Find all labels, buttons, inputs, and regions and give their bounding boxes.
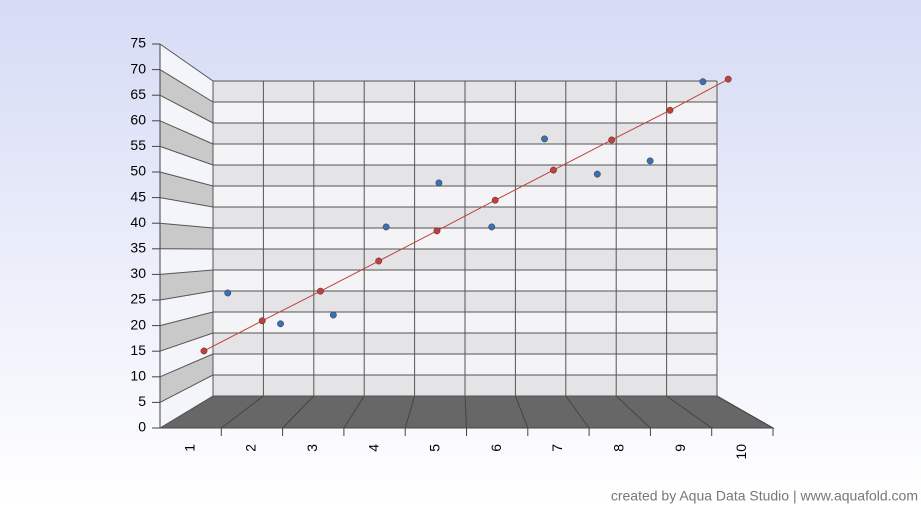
y-tick-label: 0 — [138, 419, 146, 435]
floor-line — [282, 395, 315, 429]
point — [435, 179, 443, 187]
left-wall-band — [160, 146, 213, 186]
left-wall-band — [160, 248, 213, 275]
credit: created by Aqua Data Studio | www.aquafo… — [611, 488, 918, 504]
left-wall-band — [160, 354, 213, 403]
x-tick-label: 6 — [488, 444, 504, 452]
y-tick-label: 70 — [130, 60, 146, 76]
point — [646, 157, 654, 165]
grid-line — [159, 222, 214, 229]
left-wall-band — [160, 375, 213, 428]
floor-line — [343, 395, 365, 429]
point — [550, 166, 557, 174]
point — [277, 320, 284, 328]
floor-line — [514, 395, 529, 429]
y-tick-label: 50 — [130, 163, 146, 179]
point — [488, 223, 496, 231]
floor-line — [464, 395, 467, 429]
grid-line — [159, 374, 214, 403]
grid-line — [159, 197, 214, 208]
point — [491, 196, 499, 204]
left-wall-band — [160, 333, 213, 377]
left-wall-band — [160, 312, 213, 352]
y-tick-label: 15 — [130, 342, 146, 358]
point — [200, 347, 208, 355]
grid-line — [159, 311, 214, 327]
left-wall-band — [160, 95, 213, 144]
x-tick-label: 9 — [672, 444, 688, 452]
y-tick-label: 20 — [130, 316, 146, 332]
floor-line — [716, 395, 774, 429]
point — [317, 287, 324, 295]
floor-line — [565, 395, 590, 429]
y-tick-label: 45 — [130, 188, 146, 204]
floor-line — [404, 395, 416, 429]
point — [224, 289, 232, 297]
left-wall-band — [160, 69, 213, 123]
left-wall-band — [160, 197, 213, 228]
y-tick-label: 75 — [130, 35, 146, 51]
grid-line — [159, 69, 214, 103]
grid-line — [159, 332, 214, 352]
point — [541, 135, 548, 143]
y-tick-label: 65 — [130, 86, 146, 102]
floor-line — [220, 395, 264, 429]
grid-line — [159, 120, 214, 145]
left-wall-band — [160, 44, 213, 102]
point — [433, 227, 441, 235]
x-tick-label: 2 — [243, 444, 259, 452]
point — [593, 170, 601, 178]
y-tick-label: 5 — [138, 393, 146, 409]
left-wall-band — [160, 120, 213, 165]
y-tick-label: 40 — [130, 214, 146, 230]
left-wall-band — [160, 291, 213, 326]
left-wall-band — [160, 172, 213, 207]
y-tick-label: 55 — [130, 137, 146, 153]
grid-line — [159, 171, 214, 187]
y-tick-label: 30 — [130, 265, 146, 281]
grid-line — [159, 395, 214, 429]
x-tick-label: 4 — [365, 444, 381, 452]
point — [608, 136, 616, 144]
floor-line — [666, 395, 712, 429]
point — [666, 106, 674, 114]
y-tick-label: 60 — [130, 112, 146, 128]
x-tick-label: 1 — [181, 444, 197, 452]
grid-line — [159, 353, 214, 378]
y-tick-label: 25 — [130, 291, 146, 307]
x-tick-label: 10 — [733, 444, 749, 460]
point — [329, 311, 337, 319]
x-tick-label: 5 — [427, 444, 443, 452]
floor-line — [615, 395, 651, 429]
grid-line — [159, 145, 214, 166]
grid-line — [159, 43, 214, 82]
point — [258, 317, 266, 325]
left-wall-band — [160, 270, 213, 300]
point — [699, 78, 707, 86]
x-tick-label: 3 — [304, 444, 320, 452]
point — [382, 223, 390, 231]
grid-line — [159, 269, 214, 275]
trend-line — [203, 78, 729, 352]
left-wall-band — [160, 223, 213, 249]
x-tick-label: 8 — [610, 444, 626, 452]
grid-line — [159, 290, 214, 301]
point — [724, 75, 732, 83]
point — [375, 257, 383, 265]
y-tick-label: 35 — [130, 240, 146, 256]
x-tick-label: 7 — [549, 444, 565, 452]
grid-line — [159, 94, 214, 124]
y-tick-label: 10 — [130, 368, 146, 384]
